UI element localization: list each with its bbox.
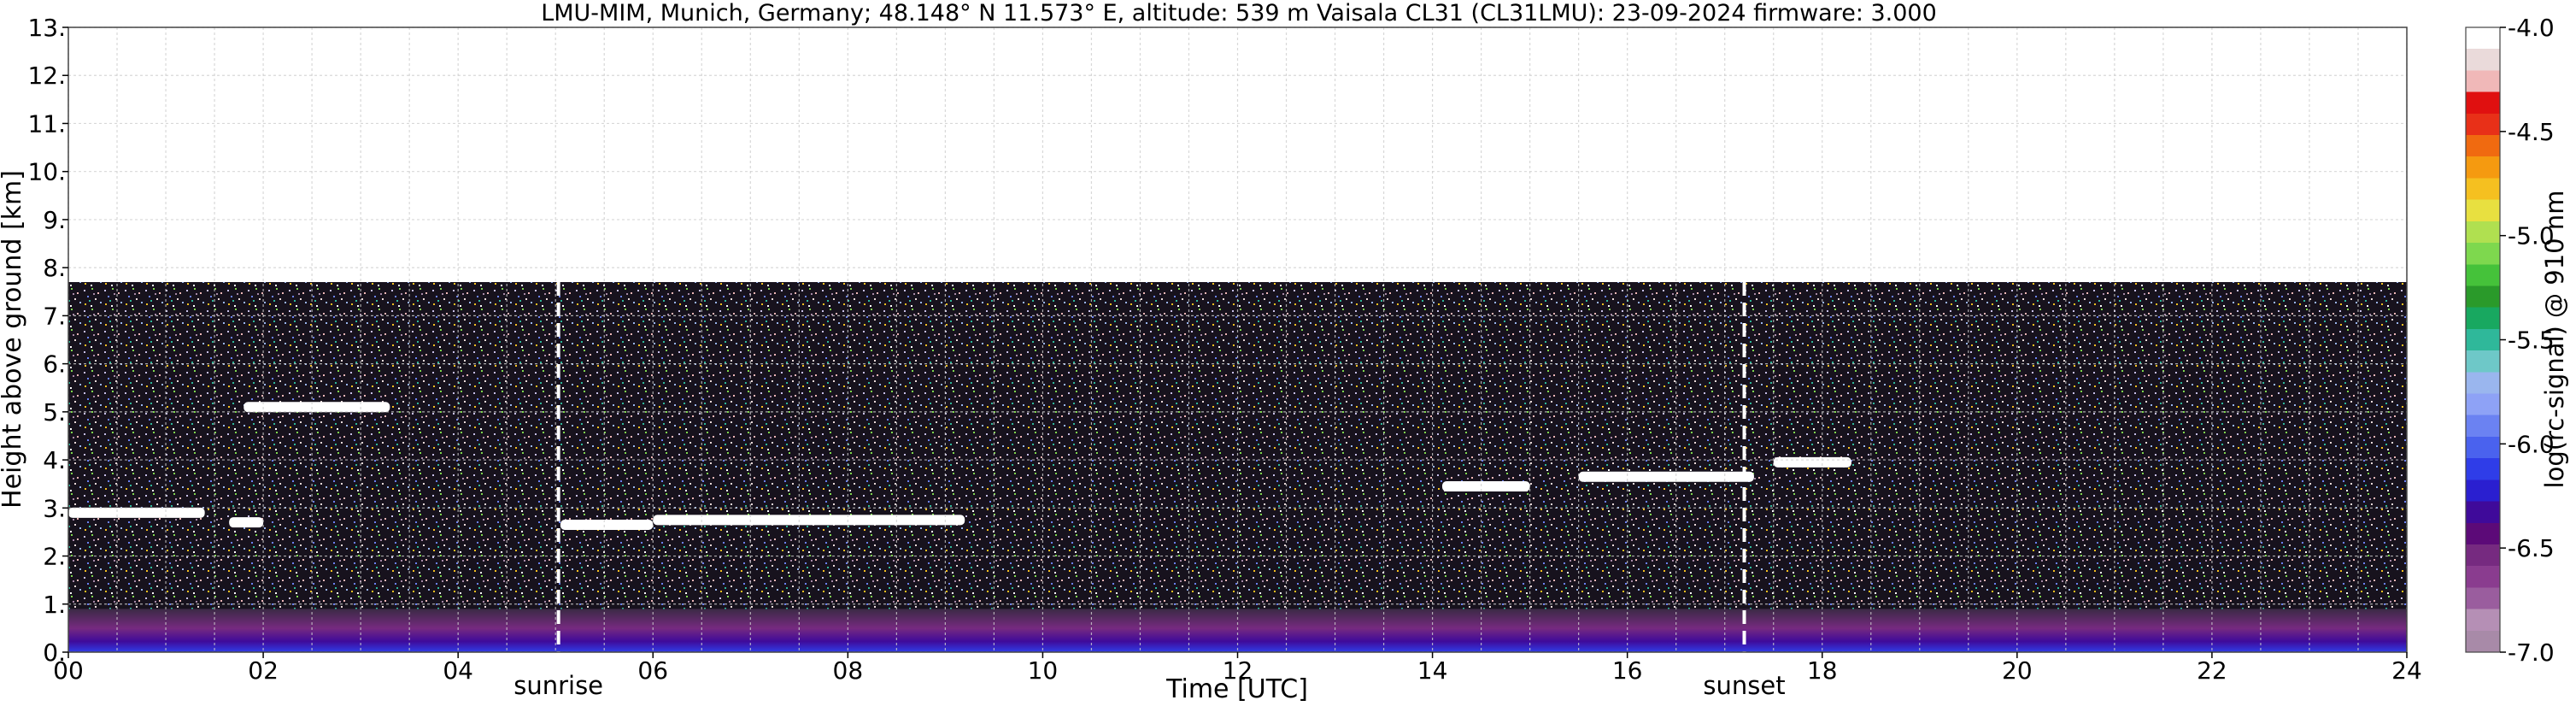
colorbar-ticks: -4.0 -4.5 -5.0 -5.5 -6.0 -6.5 -7.0 [2500, 14, 2555, 667]
y-tick-label: 1. [43, 591, 66, 619]
x-tick-label: 10 [1028, 656, 1059, 685]
colorbar: -4.0 -4.5 -5.0 -5.5 -6.0 -6.5 -7.0 log(rc-sign… [2465, 14, 2569, 667]
x-tick-label: 12 [1223, 656, 1253, 685]
y-axis: 0. 1. 2. 3. 4. 5. 6. 7. 8. 9. 10. 11. 12. 13. [27, 14, 68, 667]
x-tick-label: 02 [248, 656, 279, 685]
y-axis-label: Height above ground [km] [0, 170, 27, 509]
y-tick-label: 9. [43, 206, 66, 234]
y-tick-label: 13. [27, 14, 66, 42]
event-lines [556, 282, 1746, 652]
y-tick-label: 10. [27, 158, 66, 186]
x-tick-label: 08 [833, 656, 864, 685]
y-tick-label: 8. [43, 254, 66, 282]
x-tick-label: 24 [2391, 656, 2422, 685]
colorbar-label: log(rc-signal) @ 910 nm [2540, 191, 2569, 489]
grid [67, 26, 2408, 653]
y-tick-label: 4. [43, 446, 66, 474]
colorbar-tick-label: -6.5 [2508, 534, 2555, 562]
y-tick-label: 0. [43, 638, 66, 667]
cloud-layer [560, 519, 654, 530]
cloud-layer [1441, 481, 1530, 492]
colorbar-tick-label: -4.5 [2508, 118, 2555, 146]
y-tick-label: 7. [43, 302, 66, 330]
plot-area [67, 26, 2408, 653]
x-tick-label: 04 [443, 656, 473, 685]
annotation-label: sunset [1703, 671, 1785, 700]
y-tick-label: 3. [43, 494, 66, 522]
x-axis: 00 02 04 06 08 10 12 14 16 18 20 22 24 [53, 652, 2422, 685]
cloud-layer [229, 517, 264, 528]
cloud-layer [1773, 456, 1851, 468]
colorbar-tick-label: -5.0 [2508, 222, 2555, 250]
colorbar-tick-label: -6.0 [2508, 430, 2555, 458]
colorbar-tick-label: -5.5 [2508, 327, 2555, 355]
x-tick-label: 18 [1807, 656, 1838, 685]
annotation-label: sunrise [513, 671, 603, 700]
y-tick-label: 2. [43, 543, 66, 571]
colorbar-tick-label: -4.0 [2508, 14, 2555, 42]
y-tick-label: 12. [27, 62, 66, 90]
cloud-layer [653, 515, 965, 526]
x-axis-label: Time [UTC] [1165, 674, 1308, 704]
x-tick-label: 16 [1612, 656, 1643, 685]
annotations: sunrise sunset [513, 671, 1785, 700]
x-tick-label: 14 [1417, 656, 1448, 685]
boundary-layer [68, 609, 2407, 652]
y-tick-label: 11. [27, 109, 66, 138]
x-tick-label: 06 [637, 656, 668, 685]
y-tick-label: 6. [43, 350, 66, 379]
cloud-layer [1578, 471, 1754, 482]
cloud-layers [68, 402, 1851, 530]
x-tick-label: 22 [2197, 656, 2227, 685]
data-region [68, 282, 2407, 652]
colorbar-tick-label: -7.0 [2508, 638, 2555, 667]
colorbar-gradient [2465, 26, 2501, 653]
chart-title: LMU-MIM, Munich, Germany; 48.148° N 11.5… [541, 0, 1937, 26]
y-tick-label: 5. [43, 398, 66, 427]
x-tick-label: 00 [53, 656, 84, 685]
x-tick-label: 20 [2002, 656, 2033, 685]
cloud-layer [244, 402, 390, 413]
cloud-layer [68, 507, 205, 518]
